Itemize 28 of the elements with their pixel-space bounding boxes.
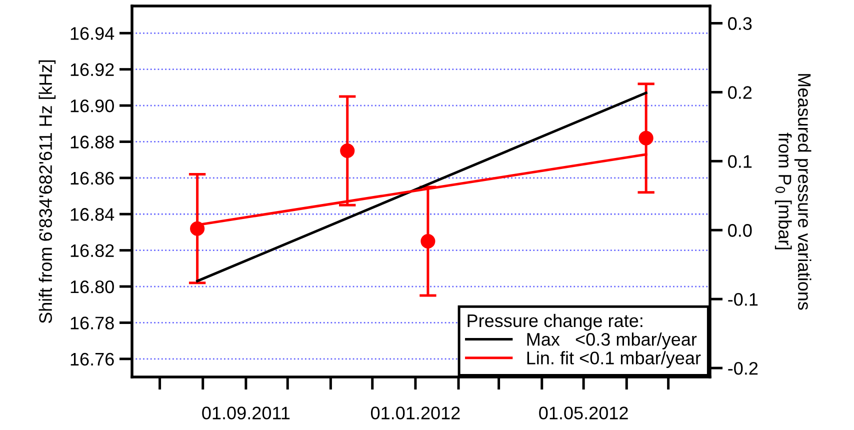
point <box>638 130 654 146</box>
y-tick-label: 16.86 <box>70 172 114 185</box>
y2-tick-label: -0.2 <box>728 362 758 375</box>
y-tick-label: 16.84 <box>70 208 114 221</box>
y2-tick-label: 0.3 <box>728 17 752 30</box>
legend-label: Lin. fit <0.1 mbar/year <box>527 351 701 368</box>
x-tick-label: 01.05.2012 <box>539 406 628 420</box>
y2-tick-label: 0.1 <box>728 155 752 168</box>
y-axis-title: Shift from 6'834'682'611 Hz [kHz] <box>38 60 56 324</box>
y-tick-label: 16.78 <box>70 316 114 330</box>
point <box>190 221 205 236</box>
point <box>340 143 355 158</box>
y-tick-label: 16.92 <box>70 63 114 76</box>
y-tick-label: 16.80 <box>70 280 114 294</box>
y2-axis-title: Measured pressure variations from P$_{0}$ [mbar] <box>774 74 812 310</box>
y-tick-label: 16.76 <box>70 352 114 366</box>
y-tick-label: 16.82 <box>70 244 114 258</box>
y-tick-label: 16.94 <box>70 27 114 40</box>
y2-tick-label: 0.0 <box>728 224 752 237</box>
y2-tick-label: -0.1 <box>728 293 758 306</box>
x-tick-label: 01.09.2011 <box>202 406 290 420</box>
x-tick-label: 01.01.2012 <box>370 406 460 420</box>
y-tick-label: 16.90 <box>70 99 114 112</box>
y-tick-label: 16.88 <box>70 136 114 148</box>
point <box>420 234 436 249</box>
y2-tick-label: 0.2 <box>728 86 752 99</box>
legend-label: Max <0.3 mbar/year <box>527 332 697 350</box>
legend-title: Pressure change rate: <box>468 314 642 331</box>
